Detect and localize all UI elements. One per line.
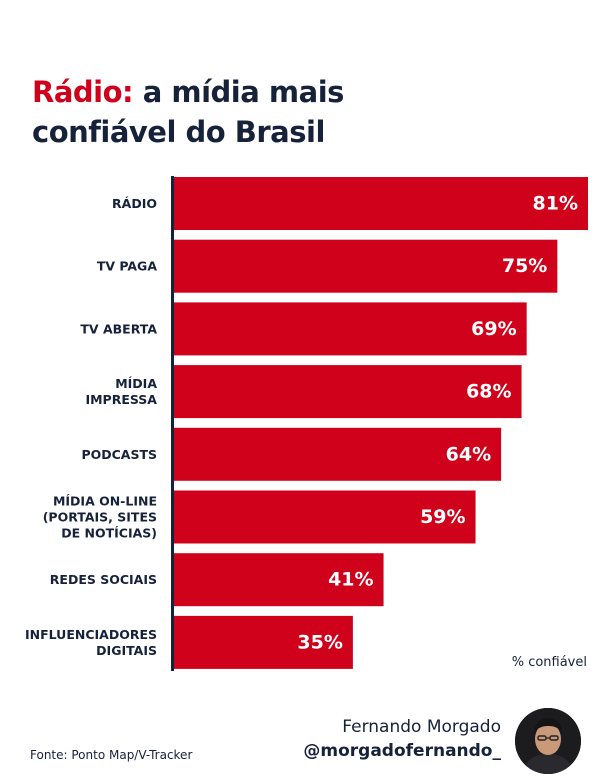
bar	[174, 553, 384, 607]
bar-value-label: 75%	[502, 255, 547, 277]
bar-value-label: 68%	[466, 381, 511, 403]
title-rest: a mídia mais	[133, 75, 345, 109]
unit-label: % confiável	[511, 655, 587, 670]
category-label: MÍDIA IMPRESSA	[85, 376, 157, 407]
title-accent: Rádio:	[32, 75, 134, 109]
category-label: TV ABERTA	[80, 321, 157, 336]
bar	[174, 239, 558, 293]
bar	[174, 177, 588, 230]
category-label: PODCASTS	[81, 447, 157, 462]
bar-value-label: 64%	[446, 443, 491, 465]
bar	[174, 615, 353, 669]
bar-value-label: 35%	[297, 631, 342, 653]
author-handle: @morgadofernando_	[303, 741, 501, 761]
bar-value-label: 81%	[533, 193, 578, 215]
source-note: Fonte: Ponto Map/V-Tracker	[30, 748, 193, 762]
category-label: RÁDIO	[112, 196, 157, 211]
bar-value-label: 59%	[420, 506, 465, 528]
title-line-1: Rádio: a mídia mais	[32, 72, 344, 112]
chart-title: Rádio: a mídia mais confiável do Brasil	[32, 72, 344, 152]
title-line-2: confiável do Brasil	[32, 115, 325, 149]
author-avatar	[515, 708, 581, 774]
bar-value-label: 69%	[471, 318, 516, 340]
bar	[174, 490, 476, 544]
avatar-portrait	[515, 708, 581, 774]
category-label: INFLUENCIADORES DIGITAIS	[25, 627, 157, 658]
category-label: MÍDIA ON-LINE (PORTAIS, SITES DE NOTÍCIAS)	[43, 494, 157, 541]
category-label: REDES SOCIAIS	[50, 572, 157, 587]
bar	[174, 302, 527, 356]
y-axis-line	[171, 176, 174, 671]
bar-chart: 81% RÁDIO 75% TV PAGA 69% TV ABERTA 68% MÍDIA IM…	[25, 176, 588, 671]
bar	[174, 427, 502, 481]
bar	[174, 365, 522, 419]
author-name: Fernando Morgado	[342, 717, 501, 737]
bar-value-label: 41%	[328, 569, 373, 591]
category-label: TV PAGA	[97, 259, 158, 274]
